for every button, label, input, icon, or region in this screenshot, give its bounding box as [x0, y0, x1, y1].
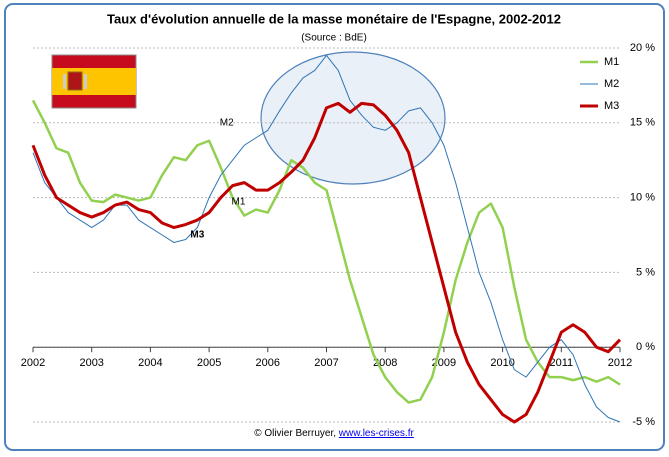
x-tick-label: 2010: [490, 357, 514, 369]
legend-label: M1: [604, 56, 619, 68]
flag: [51, 54, 137, 109]
footer-link[interactable]: www.les-crises.fr: [338, 428, 415, 439]
legend-label: M3: [604, 100, 619, 112]
x-tick-label: 2004: [138, 357, 162, 369]
x-tick-label: 2011: [549, 357, 573, 369]
series-line: [31, 99, 621, 404]
x-tick-label: 2007: [314, 357, 338, 369]
frame: [4, 3, 665, 451]
x-tick-label: 2005: [197, 357, 221, 369]
y-tick-label: 10 %: [630, 192, 655, 204]
x-tick-label: 2003: [79, 357, 103, 369]
x-tick-label: 2006: [256, 357, 280, 369]
x-tick-label: 2012: [608, 357, 632, 369]
y-tick-label: 20 %: [630, 42, 655, 54]
y-tick-label: 0 %: [636, 341, 655, 353]
y-tick-label: 15 %: [630, 117, 655, 129]
x-tick-label: 2002: [21, 357, 45, 369]
annotation: M1: [231, 197, 245, 208]
footer: © Olivier Berruyer, www.les-crises.fr: [254, 428, 414, 439]
series-line: [31, 101, 622, 424]
chart-title: Taux d'évolution annuelle de la masse mo…: [107, 11, 561, 26]
y-tick-label: 5 %: [636, 266, 655, 278]
y-tick-label: -5 %: [632, 416, 655, 428]
chart-subtitle: (Source : BdE): [301, 33, 367, 44]
annotation: M2: [220, 117, 234, 128]
footer-credit: © Olivier Berruyer,: [254, 428, 339, 439]
series-line: [32, 54, 621, 423]
annotation: M3: [190, 230, 204, 241]
legend-label: M2: [604, 78, 619, 90]
